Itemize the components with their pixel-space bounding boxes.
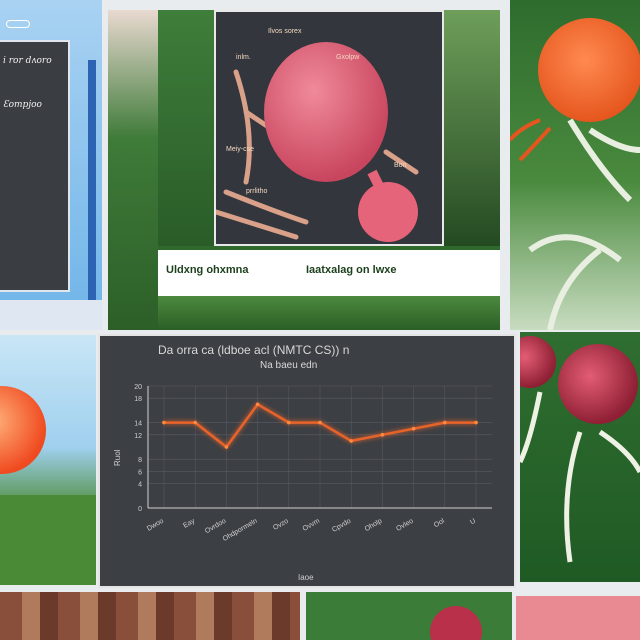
dark-panel: i ror dʌoro Ɛompjoo [0,40,70,292]
data-points [162,402,478,449]
y-tick-label: 12 [134,433,142,440]
caption-right: Iaatxalag on lwxe [306,264,397,276]
red-sun [0,386,46,474]
y-tick-label: 14 [134,421,142,428]
tag-6: prrlitho [246,188,268,195]
orange-spore [538,18,640,122]
x-tick-label: Ovrdoo [204,518,227,536]
y-tick-label: 4 [138,482,142,489]
x-tick-label: Ovleo [395,518,414,533]
x-tick-label: Ool [433,517,446,529]
tag-4: Meiy-cse [226,146,255,153]
data-point [349,439,353,443]
spore-top-svg [510,18,640,330]
y-tick-label: 0 [138,506,142,513]
panel-line-2: Ɛompjoo [3,100,42,110]
spore-large [558,344,638,424]
y-tick-label: 6 [138,469,142,476]
stalks [528,118,640,330]
data-point [411,426,416,431]
cell-body [264,42,388,182]
x-tick-label: Cpvdo [331,518,352,534]
sun-field-thumbnail [0,335,96,585]
x-tick-label: Ohdpormeln [222,518,259,543]
data-point [318,420,322,425]
cell-diagram-svg [213,42,419,242]
y-tick-label: 8 [138,457,142,464]
line-chart: Da orra ca (ldboe acl (NMTC CS)) n Na ba… [98,334,516,588]
data-point [162,420,166,425]
field [0,495,96,585]
x-tick-label: Ovvm [302,518,321,533]
fibers [213,69,419,240]
rock-texture-thumbnail [0,592,300,640]
tendrils [510,118,552,162]
window-footer [0,300,102,330]
x-tick-label: Dwoo [146,518,165,533]
x-tick-label: Ovzo [272,518,290,532]
spore-illustration-right [520,332,640,582]
chart-title: Da orra ca (ldboe acl (NMTC CS)) n [158,343,349,357]
data-point [193,420,197,425]
data-point [443,420,447,425]
data-point [224,445,229,449]
chart-grid [148,385,492,509]
data-point [287,420,291,425]
green-panel-left [158,10,214,246]
window-icon-a [6,20,30,28]
spore-right-svg [520,336,640,563]
y-ticks: 20 18 14 12 8 6 4 0 [134,384,142,513]
panel-line-1: i ror dʌoro [3,56,52,66]
spore-bottom [430,606,482,640]
tag-5: Bon [394,162,407,169]
data-point [474,420,478,425]
tag-2: inlm. [236,54,251,61]
data-point [255,402,260,407]
spore-small [520,336,556,388]
photo-strip-left [108,10,158,330]
y-tick-label: 20 [134,384,142,391]
y-axis-label: Ruol [113,449,122,466]
cell-diagram: Ilvos sorex inlm. Gxolpw Meiy-cse Bon pr… [213,10,444,246]
x-tick-label: Eay [182,517,196,529]
spore-stalks [520,391,640,563]
x-tick-label: U [469,518,477,527]
spore-bottom-thumbnail [306,592,512,640]
tag-3: Gxolpw [336,54,360,61]
spore-illustration-top [510,0,640,330]
side-stripe [88,60,96,300]
cell-collage: Ilvos sorex inlm. Gxolpw Meiy-cse Bon pr… [108,10,500,330]
y-tick-label: 18 [134,396,142,403]
window-thumbnail: i ror dʌoro Ɛompjoo [0,0,102,330]
sun-svg [0,386,96,585]
data-point [380,433,385,437]
grass-strip [158,296,500,330]
tag-1: Ilvos sorex [268,28,302,35]
chart-svg: Da orra ca (ldboe acl (NMTC CS)) n Na ba… [113,343,492,582]
cell-bridge [367,169,387,195]
caption-band: Uldxng ohxmna Iaatxalag on lwxe [158,250,500,296]
daughter-cell [358,182,418,242]
x-tick-label: Oholp [364,518,384,533]
photo-strip-right [444,10,500,246]
chart-subtitle: Na baeu edn [260,360,317,371]
pink-texture-thumbnail [516,596,640,640]
x-axis-label: Iaoe [298,573,314,582]
caption-left: Uldxng ohxmna [166,264,249,276]
spore-bottom-svg [430,606,482,640]
